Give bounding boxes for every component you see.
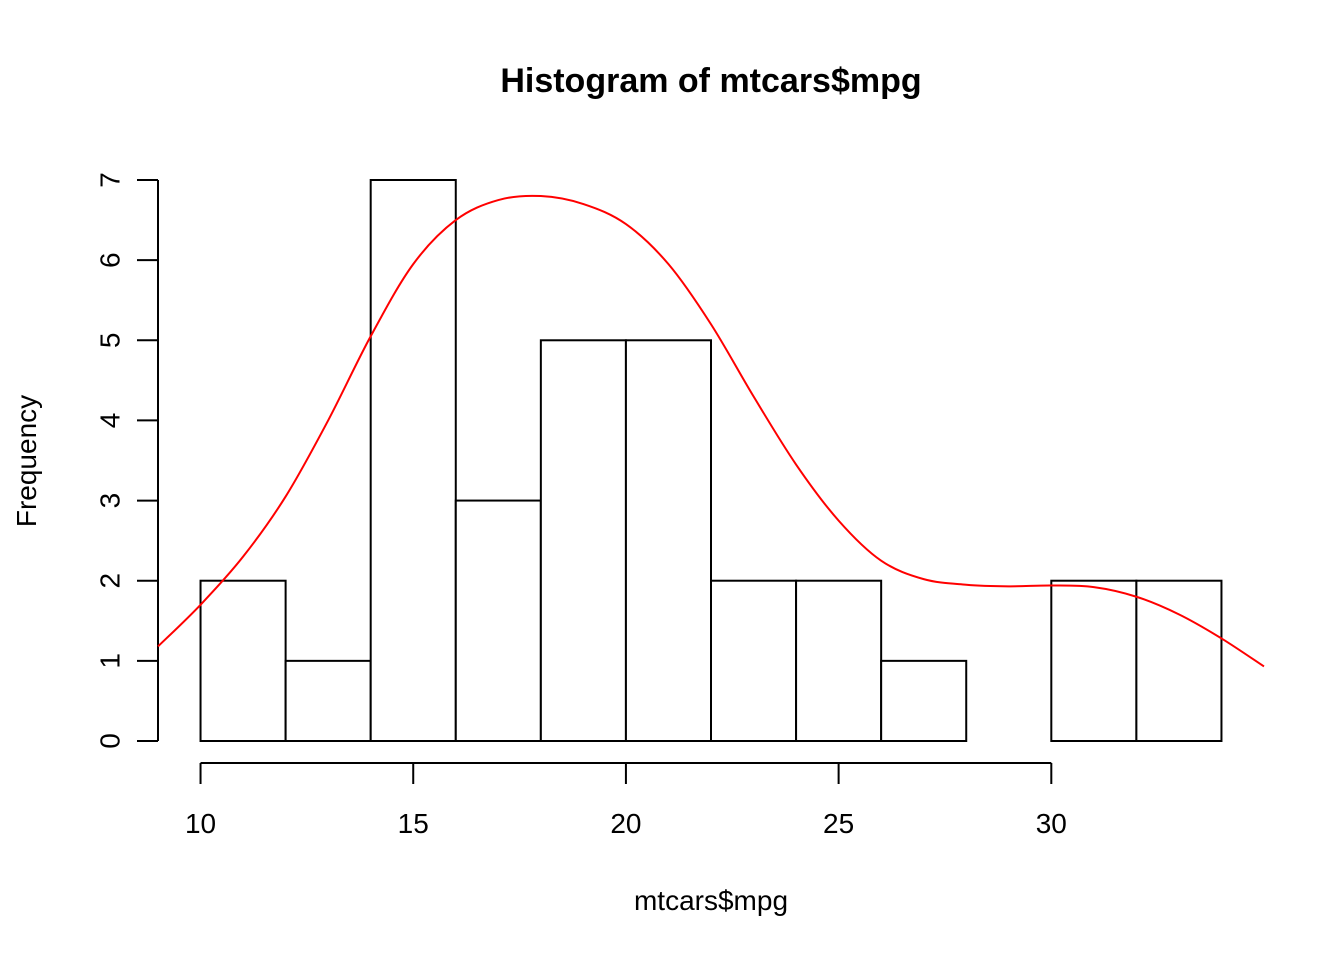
histogram-bar bbox=[1050, 579, 1138, 743]
x-tick-label: 10 bbox=[185, 808, 216, 839]
x-tick-label: 15 bbox=[398, 808, 429, 839]
histogram-bar bbox=[454, 499, 542, 743]
y-tick-label: 0 bbox=[95, 733, 126, 749]
x-tick-label: 25 bbox=[823, 808, 854, 839]
histogram-bar bbox=[624, 339, 713, 742]
x-tick-label: 20 bbox=[610, 808, 641, 839]
x-axis-label: mtcars$mpg bbox=[634, 885, 788, 916]
y-tick-label: 1 bbox=[95, 653, 126, 669]
y-tick-label: 7 bbox=[95, 172, 126, 188]
y-tick-label: 3 bbox=[95, 493, 126, 509]
histogram-bar bbox=[710, 579, 798, 743]
histogram-bar bbox=[1135, 579, 1223, 743]
histogram-bar bbox=[539, 339, 627, 742]
histogram-bar bbox=[795, 579, 883, 743]
y-axis-label: Frequency bbox=[11, 395, 42, 527]
y-tick-label: 2 bbox=[95, 573, 126, 589]
histogram-bar bbox=[880, 659, 968, 742]
histogram-bar bbox=[369, 179, 457, 742]
density-curve-layer bbox=[157, 194, 1265, 668]
histogram-bar bbox=[199, 579, 287, 743]
y-tick-label: 6 bbox=[95, 252, 126, 268]
histogram-bar bbox=[284, 659, 372, 742]
density-curve bbox=[157, 194, 1265, 668]
x-tick-label: 30 bbox=[1036, 808, 1067, 839]
x-axis: 10 15 20 25 30 bbox=[185, 762, 1067, 839]
histogram-bars bbox=[199, 179, 1223, 743]
y-tick-label: 5 bbox=[95, 332, 126, 348]
y-axis: 0 1 2 3 4 5 6 7 bbox=[95, 172, 159, 749]
chart-title: Histogram of mtcars$mpg bbox=[500, 62, 921, 100]
y-tick-label: 4 bbox=[95, 413, 126, 429]
